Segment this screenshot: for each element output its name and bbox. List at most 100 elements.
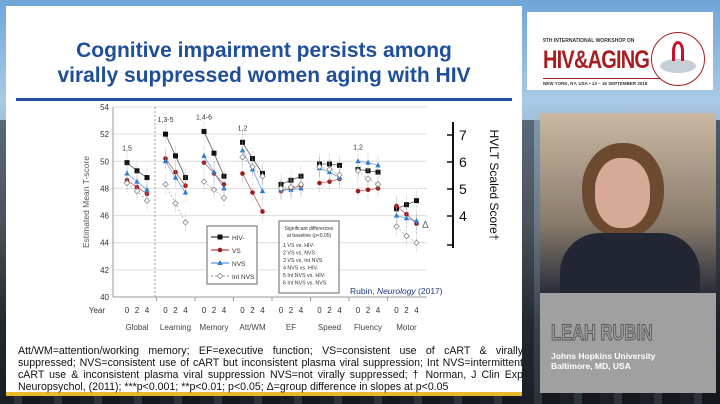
timepoint-label: 2 xyxy=(289,306,294,315)
citation: Rubin, Neurology (2017) xyxy=(350,286,443,296)
ribbon-seal-icon xyxy=(651,32,705,86)
right-tick-label: 7 xyxy=(459,127,467,143)
data-point-VS xyxy=(260,209,265,214)
category-label: EF xyxy=(286,323,296,332)
slide: Cognitive impairment persists among vira… xyxy=(6,6,523,396)
series-line-Int NVS xyxy=(319,166,340,176)
data-point-Int NVS xyxy=(210,186,218,194)
y-tick-label: 48 xyxy=(100,184,109,193)
timepoint-label: 4 xyxy=(414,306,419,315)
data-point-VS xyxy=(250,190,255,195)
y-tick-label: 44 xyxy=(100,239,109,248)
y-tick-label: 46 xyxy=(100,212,109,221)
legend-marker xyxy=(216,272,224,280)
data-point-VS xyxy=(183,183,188,189)
data-point-Int NVS xyxy=(172,200,179,207)
significance-annotation: 1,2 xyxy=(238,125,248,132)
sig-item: 6 Int NVS vs. NVS xyxy=(283,281,327,287)
legend-box xyxy=(206,225,258,285)
y-tick-label: 42 xyxy=(100,266,109,275)
legend-marker xyxy=(217,234,223,240)
timepoint-label: 0 xyxy=(202,306,207,315)
timepoint-label: 4 xyxy=(145,306,150,315)
timepoint-label: 2 xyxy=(135,306,140,315)
data-point-Int NVS xyxy=(259,172,266,180)
data-point-NVS xyxy=(259,188,266,194)
y-tick-label: 50 xyxy=(100,157,109,166)
significance-annotation: 1,3-5 xyxy=(158,117,174,124)
data-point-VS xyxy=(327,179,332,184)
data-point-Int NVS xyxy=(220,194,228,202)
data-point-Int NVS xyxy=(287,183,295,191)
data-point-Int NVS xyxy=(316,163,323,170)
data-point-VS xyxy=(240,171,245,176)
data-point-HIV- xyxy=(163,131,168,137)
data-point-HIV- xyxy=(144,175,150,181)
citation-part: (2017) xyxy=(416,286,443,296)
data-point-Int NVS xyxy=(277,185,285,192)
timepoint-label: 4 xyxy=(260,306,265,315)
slide-title: Cognitive impairment persists among vira… xyxy=(6,38,522,88)
significance-annotation: 1,5 xyxy=(122,146,132,153)
data-point-VS xyxy=(221,182,227,187)
speaker-lower-third: LEAH RUBIN Johns Hopkins University Balt… xyxy=(540,293,716,393)
data-point-NVS xyxy=(182,189,189,195)
citation-part: Neurology xyxy=(377,286,416,296)
x-prefix-label: Year xyxy=(89,306,106,315)
timepoint-label: 0 xyxy=(394,306,399,315)
timepoint-label: 4 xyxy=(183,306,188,315)
category-label: Speed xyxy=(318,323,341,332)
data-point-Int NVS xyxy=(143,197,151,204)
speaker-name: LEAH RUBIN xyxy=(551,320,654,345)
sig-item: 3 VS vs. Int NVS xyxy=(283,258,323,264)
timepoint-label: 0 xyxy=(240,306,245,315)
significance-annotation: 1,4-6 xyxy=(196,114,212,121)
timepoint-label: 2 xyxy=(404,306,409,315)
category-label: Fluency xyxy=(354,323,382,332)
data-point-Int NVS xyxy=(162,181,169,188)
y-tick-label: 54 xyxy=(100,103,109,112)
data-point-Int NVS xyxy=(393,223,400,230)
timepoint-label: 2 xyxy=(250,306,255,315)
data-point-VS xyxy=(355,188,361,194)
data-point-Int NVS xyxy=(354,167,362,175)
right-axis-label: HVLT Scaled Score† xyxy=(487,130,501,241)
data-point-Int NVS xyxy=(133,187,141,195)
data-point-Int NVS xyxy=(413,239,420,246)
data-point-HIV- xyxy=(240,139,245,145)
timepoint-label: 4 xyxy=(299,306,304,315)
data-point-Int NVS xyxy=(249,163,256,170)
data-point-NVS xyxy=(211,169,217,175)
speaker-institution: Johns Hopkins University xyxy=(551,351,656,361)
data-point-HIV- xyxy=(124,160,130,166)
timepoint-label: 4 xyxy=(222,306,227,315)
legend-marker xyxy=(217,260,223,265)
sig-title: Significant differences xyxy=(285,226,334,232)
category-label: Global xyxy=(125,323,148,332)
legend-marker xyxy=(217,247,223,253)
footnote: Att/WM=attention/working memory; EF=exec… xyxy=(18,345,523,393)
legend-label: HIV- xyxy=(232,235,245,242)
data-point-Int NVS xyxy=(297,181,305,188)
logo-small-text: 9TH INTERNATIONAL WORKSHOP ON xyxy=(543,38,635,44)
significance-box xyxy=(278,220,340,294)
data-point-Int NVS xyxy=(336,171,343,179)
category-label: Att/WM xyxy=(239,323,266,332)
sig-item: 2 VS vs. NVS xyxy=(283,251,316,257)
data-point-Int NVS xyxy=(182,219,189,226)
citation-part: Rubin, xyxy=(350,286,377,296)
timepoint-label: 0 xyxy=(317,306,322,315)
sig-item: 4 NVS vs. HIV- xyxy=(283,266,319,272)
data-point-NVS xyxy=(298,185,304,191)
data-point-HIV- xyxy=(211,150,217,156)
data-point-VS xyxy=(134,184,140,190)
timepoint-label: 0 xyxy=(356,306,361,315)
data-point-VS xyxy=(317,180,322,186)
legend-label: NVS xyxy=(232,261,246,268)
data-point-HIV- xyxy=(183,175,188,181)
data-point-Int NVS xyxy=(374,181,382,188)
data-point-HIV- xyxy=(201,128,207,134)
logo-subtitle: NEW YORK, NY, USA • 13 – 16 SEPTEMBER 20… xyxy=(543,81,648,86)
category-label: Memory xyxy=(200,323,229,332)
